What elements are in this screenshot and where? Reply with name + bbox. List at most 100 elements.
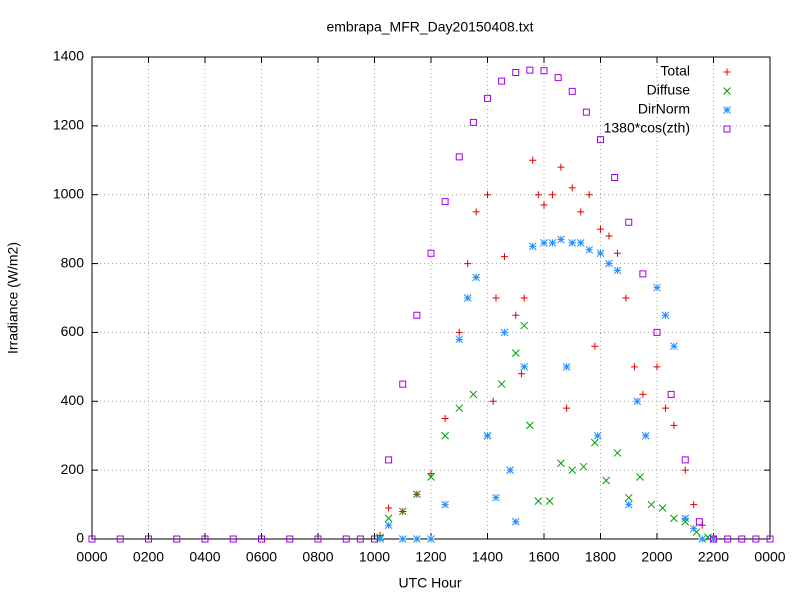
point	[483, 431, 492, 440]
point	[766, 535, 774, 543]
point	[540, 201, 548, 209]
point	[557, 163, 565, 171]
point	[506, 466, 514, 474]
point	[647, 500, 656, 509]
point	[413, 535, 421, 543]
point	[653, 283, 661, 292]
point	[497, 380, 506, 388]
point	[88, 535, 96, 543]
point	[548, 191, 556, 199]
x-tick-label: 0600	[246, 549, 277, 565]
y-tick-label: 200	[61, 461, 85, 477]
x-tick-label: 1800	[585, 549, 616, 565]
point	[492, 493, 500, 502]
point	[427, 473, 435, 481]
point	[576, 239, 585, 247]
point	[568, 87, 576, 95]
y-tick-label: 800	[61, 254, 85, 270]
point	[498, 77, 506, 85]
point	[613, 266, 622, 275]
point	[585, 191, 593, 199]
point	[557, 459, 565, 468]
point	[500, 253, 508, 261]
point	[534, 497, 543, 505]
legend-label: 1380*cos(zth)	[604, 120, 690, 136]
point	[548, 239, 557, 247]
point	[484, 94, 491, 102]
point	[670, 342, 678, 351]
point	[484, 191, 491, 199]
point	[709, 535, 718, 543]
point	[585, 245, 594, 254]
point	[670, 421, 678, 429]
point	[512, 68, 520, 76]
point	[597, 136, 604, 144]
point	[529, 156, 537, 164]
point	[489, 397, 497, 405]
point	[511, 349, 520, 357]
point	[512, 311, 520, 319]
point	[441, 500, 449, 509]
point	[582, 108, 590, 116]
point	[681, 456, 689, 464]
point	[590, 438, 599, 447]
x-tick-label: 0200	[133, 549, 164, 565]
point	[653, 363, 661, 371]
point	[681, 514, 690, 523]
point	[399, 380, 407, 388]
chart-title: embrapa_MFR_Day20150408.txt	[326, 19, 533, 35]
point	[384, 514, 393, 523]
point	[356, 535, 364, 543]
point	[611, 174, 619, 181]
point	[597, 225, 604, 233]
point	[229, 535, 237, 543]
point	[385, 456, 393, 464]
point	[526, 421, 534, 430]
y-tick-label: 1000	[53, 185, 84, 201]
y-tick-label: 0	[76, 530, 84, 546]
point	[427, 470, 435, 478]
point	[455, 328, 463, 336]
point	[500, 328, 509, 337]
legend-marker	[723, 68, 731, 76]
point	[413, 490, 421, 499]
point	[681, 466, 689, 474]
point	[526, 66, 534, 74]
point	[568, 239, 577, 247]
x-tick-label: 0000	[76, 549, 107, 565]
point	[511, 517, 520, 526]
point	[540, 67, 548, 75]
point	[602, 476, 611, 485]
x-tick-label: 1000	[359, 549, 390, 565]
point	[577, 208, 585, 216]
point	[286, 535, 294, 543]
point	[455, 153, 463, 161]
point	[667, 390, 675, 398]
point	[520, 363, 529, 371]
point	[596, 249, 605, 258]
x-tick-label: 1200	[415, 549, 446, 565]
x-tick-label: 1400	[472, 549, 503, 565]
point	[579, 462, 588, 471]
point	[625, 218, 633, 226]
point	[752, 535, 760, 543]
point	[464, 260, 472, 268]
point	[661, 404, 669, 412]
point	[698, 535, 707, 543]
point	[398, 535, 407, 543]
legend-label: DirNorm	[638, 101, 690, 117]
x-tick-label: 0000	[754, 549, 785, 565]
point	[639, 270, 647, 278]
point	[413, 311, 421, 319]
point	[517, 370, 525, 378]
point	[463, 294, 472, 302]
y-tick-label: 1400	[53, 48, 84, 64]
point	[173, 535, 181, 543]
point	[670, 514, 678, 523]
point	[472, 273, 481, 282]
point	[545, 497, 554, 505]
point	[690, 501, 698, 509]
y-tick-label: 600	[61, 323, 85, 339]
point	[520, 321, 529, 330]
